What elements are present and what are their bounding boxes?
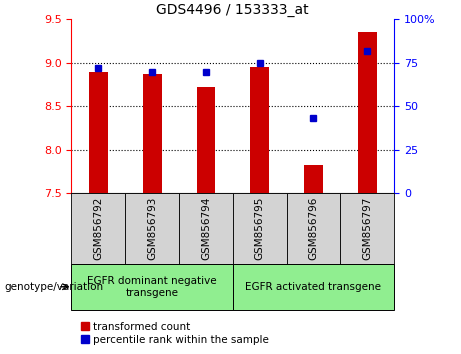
Bar [358,33,377,193]
Bar [196,87,215,193]
Bar [233,264,394,310]
Text: GSM856794: GSM856794 [201,196,211,260]
Text: GSM856793: GSM856793 [147,196,157,260]
Bar [179,193,233,264]
Bar [143,74,161,193]
Legend: transformed count, percentile rank within the sample: transformed count, percentile rank withi… [77,317,273,349]
Bar [71,193,125,264]
Text: GSM856797: GSM856797 [362,196,372,260]
Bar [125,193,179,264]
Bar [71,264,233,310]
Bar [89,72,108,193]
Bar [287,193,340,264]
Title: GDS4496 / 153333_at: GDS4496 / 153333_at [156,3,309,17]
Bar [340,193,394,264]
Text: genotype/variation: genotype/variation [5,282,104,292]
Bar [233,193,287,264]
Text: EGFR activated transgene: EGFR activated transgene [245,282,382,292]
Text: GSM856792: GSM856792 [93,196,103,260]
Bar [250,67,269,193]
Text: GSM856795: GSM856795 [254,196,265,260]
Bar [304,165,323,193]
Text: GSM856796: GSM856796 [308,196,319,260]
Text: EGFR dominant negative
transgene: EGFR dominant negative transgene [87,276,217,298]
